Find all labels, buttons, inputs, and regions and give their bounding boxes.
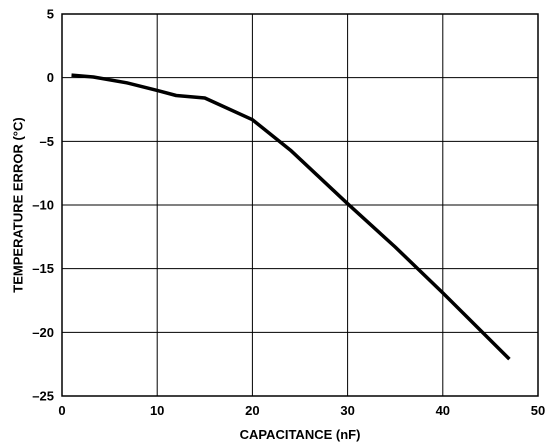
x-tick-label: 40 (436, 403, 450, 418)
y-tick-label: –10 (32, 198, 54, 213)
plot-frame (61, 13, 539, 397)
x-tick-label: 30 (340, 403, 354, 418)
grid (61, 13, 539, 397)
x-tick-label: 50 (531, 403, 545, 418)
y-tick-label: 0 (47, 70, 54, 85)
series-line-0 (71, 73, 511, 361)
x-tick-label: 10 (150, 403, 164, 418)
series-layer (71, 73, 511, 361)
y-tick-label: –15 (32, 261, 54, 276)
y-tick-label: –25 (32, 389, 54, 404)
y-tick-label: –20 (32, 325, 54, 340)
y-axis-label: TEMPERATURE ERROR (°C) (11, 117, 26, 292)
x-axis-label: CAPACITANCE (nF) (240, 427, 361, 442)
x-tick-label: 0 (58, 403, 65, 418)
x-tick-label: 20 (245, 403, 259, 418)
y-tick-label: –5 (40, 134, 54, 149)
y-tick-label: 5 (47, 7, 54, 22)
